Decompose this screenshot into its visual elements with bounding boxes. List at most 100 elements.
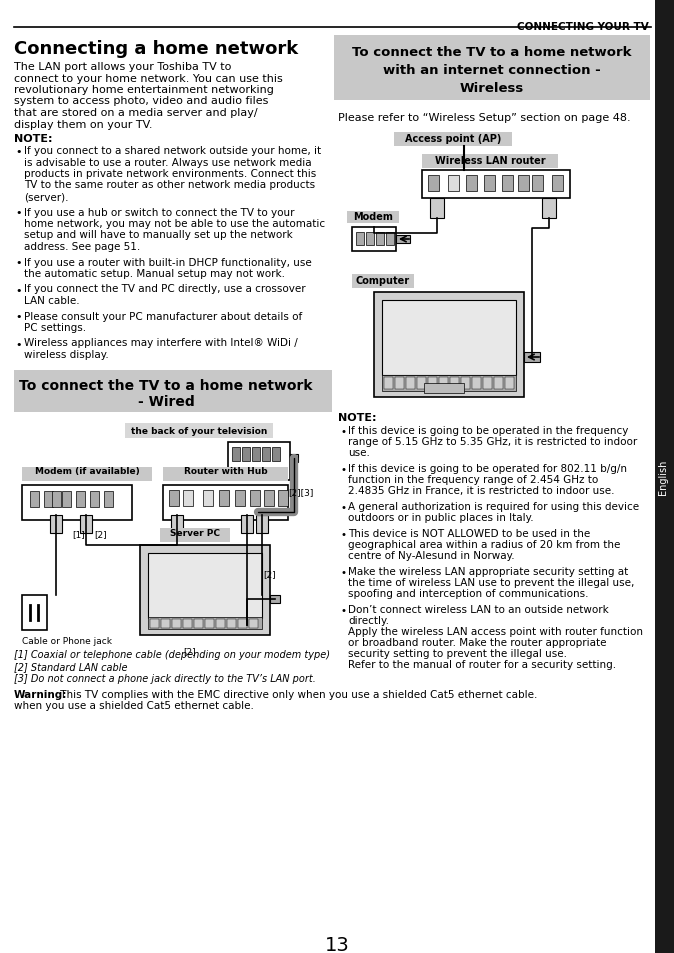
Bar (250, 490, 260, 506)
Bar (384, 377, 393, 390)
Bar (52, 491, 61, 507)
Bar (450, 377, 459, 390)
Text: the back of your television: the back of your television (131, 426, 267, 435)
Bar (252, 447, 260, 461)
Bar (30, 491, 39, 507)
Bar (524, 353, 540, 363)
Text: use.: use. (348, 448, 370, 457)
Text: [2]: [2] (94, 530, 106, 539)
Bar (216, 618, 225, 628)
Bar (238, 618, 247, 628)
Text: Access point (AP): Access point (AP) (405, 133, 501, 144)
Bar (270, 595, 280, 603)
Text: Please consult your PC manufacturer about details of: Please consult your PC manufacturer abou… (24, 312, 302, 321)
Text: PC settings.: PC settings. (24, 323, 86, 333)
Bar (466, 175, 477, 192)
Text: If you use a hub or switch to connect the TV to your: If you use a hub or switch to connect th… (24, 208, 295, 217)
Text: when you use a shielded Cat5 ethernet cable.: when you use a shielded Cat5 ethernet ca… (14, 700, 254, 711)
Text: To connect the TV to a home network: To connect the TV to a home network (353, 46, 632, 59)
Bar (272, 447, 280, 461)
Bar (50, 515, 62, 533)
Text: the time of wireless LAN use to prevent the illegal use,: the time of wireless LAN use to prevent … (348, 578, 634, 587)
Text: The LAN port allows your Toshiba TV to: The LAN port allows your Toshiba TV to (14, 62, 231, 71)
Bar (472, 377, 481, 390)
Text: Computer: Computer (356, 275, 410, 286)
Text: •: • (340, 605, 346, 616)
Text: •: • (15, 258, 22, 268)
Bar (396, 235, 410, 244)
Bar (376, 233, 384, 246)
Bar (356, 233, 364, 246)
Text: NOTE:: NOTE: (14, 133, 53, 144)
Text: If you connect the TV and PC directly, use a crossover: If you connect the TV and PC directly, u… (24, 284, 305, 294)
Text: outdoors or in public places in Italy.: outdoors or in public places in Italy. (348, 513, 534, 522)
Text: spoofing and interception of communications.: spoofing and interception of communicati… (348, 588, 588, 598)
Text: If this device is going to be operated for 802.11 b/g/n: If this device is going to be operated f… (348, 463, 627, 474)
Text: CONNECTING YOUR TV: CONNECTING YOUR TV (517, 22, 649, 32)
Bar (171, 515, 183, 533)
Bar (505, 377, 514, 390)
Text: geographical area within a radius of 20 km from the: geographical area within a radius of 20 … (348, 539, 620, 550)
Bar (518, 175, 529, 192)
Text: To connect the TV to a home network: To connect the TV to a home network (20, 378, 313, 392)
Text: Please refer to “Wireless Setup” section on page 48.: Please refer to “Wireless Setup” section… (338, 112, 631, 123)
Bar (90, 491, 99, 507)
Bar (494, 377, 503, 390)
Text: •: • (15, 147, 22, 157)
Bar (422, 154, 558, 169)
Text: [1] Coaxial or telephone cable (depending on your modem type): [1] Coaxial or telephone cable (dependin… (14, 650, 330, 659)
Text: Router with Hub: Router with Hub (184, 467, 268, 476)
Text: function in the frequency range of 2.454 GHz to: function in the frequency range of 2.454… (348, 475, 599, 484)
Bar (183, 490, 193, 506)
Bar (232, 447, 240, 461)
Bar (483, 377, 492, 390)
Text: Apply the wireless LAN access point with router function: Apply the wireless LAN access point with… (348, 626, 643, 637)
Bar (395, 377, 404, 390)
Bar (44, 491, 53, 507)
Text: A general authorization is required for using this device: A general authorization is required for … (348, 501, 639, 512)
Text: or broadband router. Make the router appropriate: or broadband router. Make the router app… (348, 638, 607, 647)
Text: home network, you may not be able to use the automatic: home network, you may not be able to use… (24, 219, 325, 229)
Text: 2.4835 GHz in France, it is restricted to indoor use.: 2.4835 GHz in France, it is restricted t… (348, 485, 615, 496)
Bar (428, 175, 439, 192)
Text: This device is NOT ALLOWED to be used in the: This device is NOT ALLOWED to be used in… (348, 529, 590, 538)
Bar (163, 485, 288, 520)
Text: LAN cable.: LAN cable. (24, 295, 80, 306)
Text: •: • (15, 285, 22, 295)
Text: •: • (15, 209, 22, 218)
Bar (148, 617, 262, 629)
Text: directly.: directly. (348, 616, 389, 625)
Text: products in private network environments. Connect this: products in private network environments… (24, 169, 316, 179)
Text: Wireless appliances may interfere with Intel® WiDi /: Wireless appliances may interfere with I… (24, 338, 298, 348)
Bar (227, 618, 236, 628)
Text: •: • (340, 464, 346, 475)
Text: If you connect to a shared network outside your home, it: If you connect to a shared network outsi… (24, 146, 321, 156)
Text: the automatic setup. Manual setup may not work.: the automatic setup. Manual setup may no… (24, 269, 285, 278)
Bar (62, 491, 71, 507)
Text: Connecting a home network: Connecting a home network (14, 40, 299, 58)
Text: [2][3]: [2][3] (288, 488, 313, 497)
Text: security setting to prevent the illegal use.: security setting to prevent the illegal … (348, 648, 567, 659)
Text: [3] Do not connect a phone jack directly to the TV’s LAN port.: [3] Do not connect a phone jack directly… (14, 674, 316, 684)
Bar (148, 553, 262, 618)
Bar (461, 377, 470, 390)
Text: 13: 13 (325, 935, 349, 953)
Text: address. See page 51.: address. See page 51. (24, 242, 140, 252)
Bar (161, 618, 170, 628)
Text: Wireless LAN router: Wireless LAN router (435, 156, 545, 166)
Bar (502, 175, 513, 192)
Bar (256, 515, 268, 533)
Bar (160, 528, 230, 542)
Bar (552, 175, 563, 192)
Bar (125, 423, 273, 438)
Text: If you use a router with built-in DHCP functionality, use: If you use a router with built-in DHCP f… (24, 257, 312, 267)
Text: •: • (340, 530, 346, 539)
Bar (334, 36, 650, 101)
Bar (394, 132, 512, 147)
Bar (169, 490, 179, 506)
Text: system to access photo, video and audio files: system to access photo, video and audio … (14, 96, 268, 107)
Bar (655, 0, 674, 953)
Bar (219, 490, 229, 506)
Bar (203, 490, 213, 506)
Bar (249, 618, 258, 628)
